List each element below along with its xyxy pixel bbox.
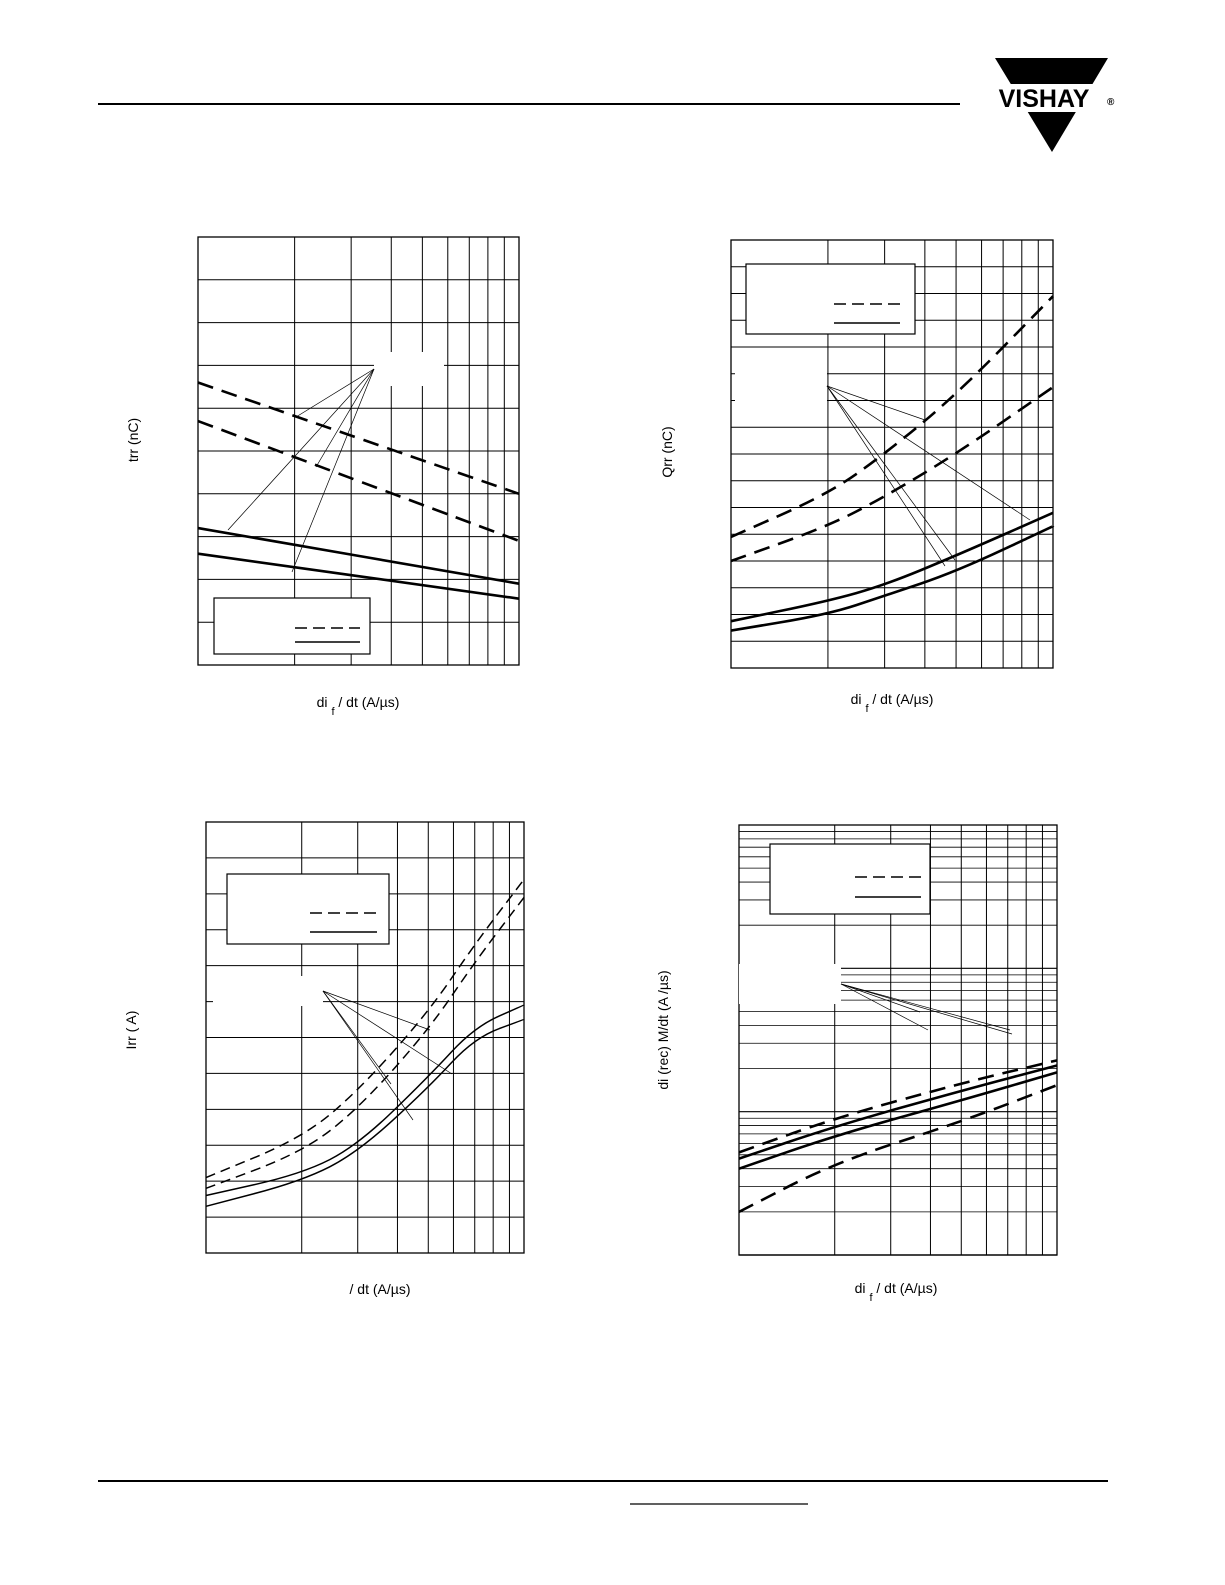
annotation-leader-line xyxy=(826,385,946,567)
annotation-leader-line xyxy=(227,368,375,531)
series-line-2 xyxy=(738,1064,1058,1160)
series-line-1 xyxy=(730,295,1054,539)
series-line-4 xyxy=(730,525,1054,632)
chart-2: Qrr (nC) di f / dt (A/µs) xyxy=(659,239,1054,715)
plot-frame xyxy=(730,239,1054,669)
legend-box xyxy=(213,597,371,655)
chart-3: Irr ( A) / dt (A/µs) xyxy=(123,821,525,1297)
annotation-label-area xyxy=(739,964,841,1004)
annotation-leader-line xyxy=(826,385,1031,521)
y-axis-label: Irr ( A) xyxy=(123,1011,139,1050)
annotation-label-area xyxy=(213,976,323,1006)
annotation-leader-line xyxy=(826,385,956,561)
series-line-1 xyxy=(738,1059,1058,1154)
series-line-3 xyxy=(730,511,1054,623)
annotation-leader-line xyxy=(295,368,375,418)
series-line-2 xyxy=(205,896,525,1190)
series-line-4 xyxy=(205,1018,525,1208)
series-line-3 xyxy=(197,526,520,585)
annotation-leader-line xyxy=(291,368,375,573)
x-axis-label: / dt (A/µs) xyxy=(350,1281,411,1297)
annotation-leader-line xyxy=(826,385,926,421)
plot-frame xyxy=(197,236,520,666)
annotation-label-area xyxy=(735,370,827,402)
logo-registered-mark: ® xyxy=(1107,97,1115,108)
series-line-3 xyxy=(738,1071,1058,1170)
series-line-2 xyxy=(197,419,520,543)
charts-group: trr (nC) di f / dt (A/µs) Qrr (nC) di f / d… xyxy=(123,236,1058,1304)
plot-frame xyxy=(738,824,1058,1256)
annotation-leader-line xyxy=(840,983,929,1031)
annotation-leader-line xyxy=(322,990,453,1075)
annotation-leader-line xyxy=(322,990,431,1031)
y-axis-label: di (rec) M/dt (A /µs) xyxy=(655,970,671,1089)
annotation-label-area xyxy=(374,352,444,386)
chart-4: di (rec) M/dt (A /µs) di f / dt (A/µs) xyxy=(655,824,1058,1304)
y-axis-label: Qrr (nC) xyxy=(659,426,675,477)
x-axis-label: di f / dt (A/µs) xyxy=(317,694,400,718)
legend-box xyxy=(226,873,390,945)
chart-grid xyxy=(206,822,524,1253)
plot-frame xyxy=(205,821,525,1254)
y-axis-label: trr (nC) xyxy=(125,418,141,462)
chart-1: trr (nC) di f / dt (A/µs) xyxy=(125,236,520,718)
legend-box xyxy=(769,843,931,915)
annotation-leader-line xyxy=(840,983,1013,1035)
annotation-leader-line xyxy=(315,368,375,468)
x-axis-label: di f / dt (A/µs) xyxy=(855,1280,938,1304)
logo-wordmark: VISHAY xyxy=(999,85,1090,113)
series-line-4 xyxy=(738,1083,1058,1214)
series-line-4 xyxy=(197,552,520,600)
series-line-2 xyxy=(730,385,1054,563)
series-line-3 xyxy=(205,1004,525,1197)
x-axis-label: di f / dt (A/µs) xyxy=(851,691,934,715)
annotation-leader-line xyxy=(840,983,921,1013)
annotation-leader-line xyxy=(322,990,392,1085)
annotation-leader-line xyxy=(322,990,414,1121)
series-line-1 xyxy=(205,879,525,1179)
vishay-logo: VISHAY ® xyxy=(988,58,1115,152)
annotation-leader-line xyxy=(840,983,1011,1031)
